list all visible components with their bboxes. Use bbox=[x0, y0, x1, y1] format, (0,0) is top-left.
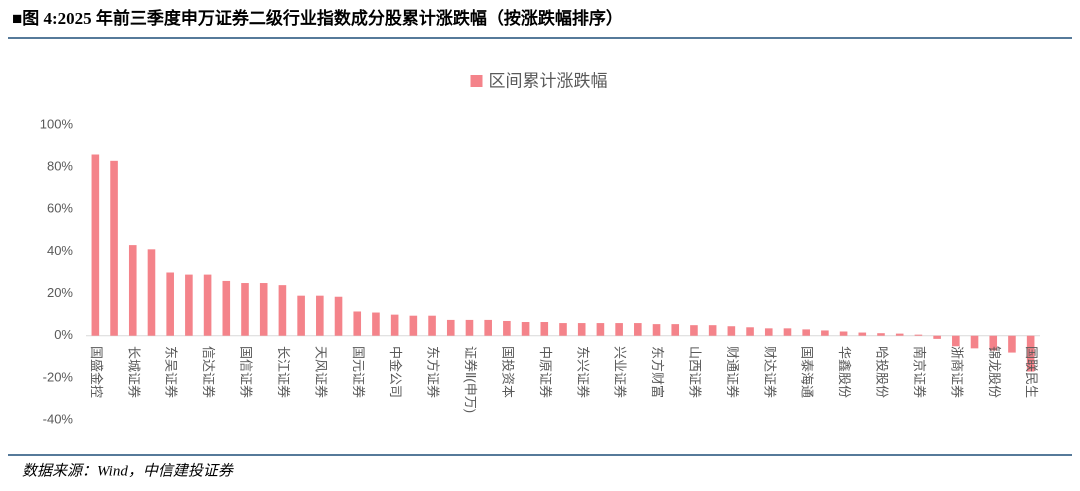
bar bbox=[540, 322, 549, 336]
x-tick-label: 哈投股份 bbox=[875, 346, 890, 398]
bar bbox=[241, 283, 249, 336]
y-tick-label: 20% bbox=[47, 285, 73, 300]
bar bbox=[559, 323, 567, 336]
x-tick-label: 东兴证券 bbox=[575, 346, 590, 398]
bar bbox=[690, 325, 698, 336]
bar bbox=[596, 323, 605, 336]
bar bbox=[1008, 335, 1016, 353]
bar bbox=[147, 249, 156, 336]
x-tick-label: 中原证券 bbox=[538, 346, 553, 398]
bar bbox=[446, 319, 455, 336]
bar bbox=[128, 245, 137, 336]
x-tick-label: 东吴证券 bbox=[164, 346, 179, 398]
x-tick-label: 南京证券 bbox=[912, 346, 927, 398]
bar bbox=[297, 295, 305, 336]
y-tick-label: 60% bbox=[47, 201, 73, 216]
bar bbox=[671, 324, 680, 336]
x-tick-label: 证券Ⅱ(申万) bbox=[463, 346, 478, 413]
x-tick-label: 国盛金控 bbox=[89, 346, 104, 398]
bar bbox=[914, 334, 923, 336]
bar bbox=[166, 272, 174, 336]
x-tick-label: 国泰海通 bbox=[800, 346, 815, 398]
bar bbox=[1026, 335, 1035, 372]
legend-label: 区间累计涨跌幅 bbox=[489, 71, 608, 90]
x-tick-label: 兴业证券 bbox=[613, 346, 628, 398]
bar bbox=[484, 319, 492, 336]
x-tick-label: 国联民生 bbox=[1024, 346, 1039, 398]
bar bbox=[746, 327, 754, 336]
bar bbox=[634, 323, 642, 336]
x-tick-label: 国投资本 bbox=[500, 346, 515, 398]
bar bbox=[185, 274, 193, 336]
source-note: 数据来源：Wind，中信建投证券 bbox=[22, 462, 234, 479]
bar bbox=[334, 296, 343, 336]
bar bbox=[877, 333, 885, 336]
y-tick-label: -20% bbox=[43, 369, 74, 384]
x-tick-label: 东方财富 bbox=[650, 346, 665, 398]
x-tick-label: 财通证券 bbox=[725, 346, 740, 398]
bar bbox=[802, 329, 810, 336]
x-tick-label: 长城证券 bbox=[126, 346, 141, 398]
bar bbox=[858, 332, 867, 336]
bar bbox=[259, 283, 268, 336]
y-tick-label: 100% bbox=[40, 116, 74, 131]
legend-swatch bbox=[470, 75, 483, 87]
bar bbox=[764, 328, 773, 336]
y-tick-label: 80% bbox=[47, 159, 73, 174]
x-tick-label: 锦龙股份 bbox=[987, 346, 1002, 398]
bar bbox=[390, 314, 399, 336]
y-tick-label: 0% bbox=[54, 327, 73, 342]
bar bbox=[110, 160, 118, 336]
bar bbox=[727, 326, 736, 336]
x-tick-label: 东方证券 bbox=[426, 346, 441, 398]
bar bbox=[372, 312, 380, 336]
bar bbox=[577, 323, 586, 336]
bar bbox=[278, 285, 287, 336]
bar bbox=[521, 322, 530, 336]
x-tick-label: 山西证券 bbox=[688, 346, 703, 398]
bar bbox=[428, 315, 436, 336]
x-tick-label: 浙商证券 bbox=[949, 346, 964, 398]
bar bbox=[409, 315, 418, 336]
bar bbox=[783, 328, 792, 336]
bar bbox=[203, 274, 212, 336]
figure-title: ■图 4:2025 年前三季度申万证券二级行业指数成分股累计涨跌幅（按涨跌幅排序… bbox=[12, 8, 623, 28]
bar bbox=[821, 330, 829, 336]
bar bbox=[895, 333, 904, 336]
bar bbox=[91, 154, 100, 336]
bar bbox=[615, 323, 623, 336]
bar bbox=[839, 331, 848, 336]
bar bbox=[465, 319, 474, 336]
x-tick-label: 国信证券 bbox=[239, 346, 254, 398]
x-tick-label: 信达证券 bbox=[201, 346, 216, 398]
y-tick-label: -40% bbox=[43, 411, 74, 426]
bar bbox=[952, 335, 960, 347]
x-tick-label: 长江证券 bbox=[276, 346, 291, 398]
y-tick-label: 40% bbox=[47, 243, 73, 258]
x-tick-label: 华鑫股份 bbox=[837, 346, 852, 398]
x-tick-label: 国元证券 bbox=[351, 346, 366, 398]
bar bbox=[503, 320, 511, 336]
bar bbox=[222, 280, 231, 336]
bar bbox=[708, 325, 717, 336]
bar bbox=[316, 295, 324, 336]
x-tick-label: 财达证券 bbox=[762, 346, 777, 398]
bar bbox=[652, 324, 661, 336]
bar bbox=[989, 335, 998, 351]
x-tick-label: 天风证券 bbox=[313, 346, 328, 398]
bar bbox=[933, 335, 941, 339]
bar bbox=[970, 335, 979, 349]
bar bbox=[353, 311, 362, 336]
x-tick-label: 中金公司 bbox=[388, 346, 403, 398]
